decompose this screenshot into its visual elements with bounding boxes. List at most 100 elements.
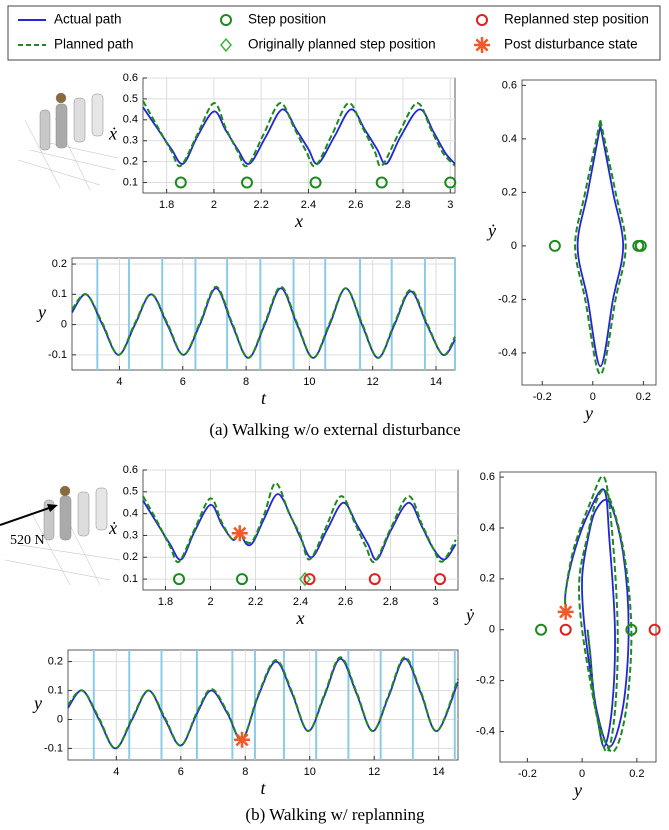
y-tick-label: 0.4: [123, 508, 138, 520]
series-line: [564, 488, 630, 748]
y-tick-label: 0.2: [502, 186, 517, 198]
step-marker: [535, 623, 548, 636]
x-tick-label: 3: [432, 596, 438, 608]
y-tick-label: 0: [61, 319, 67, 331]
y-tick-label: 0.1: [123, 573, 138, 585]
y-tick-label: -0.2: [476, 675, 495, 687]
y-tick-label: 0: [511, 240, 517, 252]
step-marker: [303, 573, 316, 586]
step-marker: [236, 573, 248, 586]
robot-image-b: [4, 485, 121, 586]
y-tick-label: -0.4: [476, 725, 495, 737]
x-axis-label: t: [260, 778, 266, 798]
step-marker: [634, 239, 647, 252]
y-tick-label: 0.4: [123, 114, 138, 126]
x-tick-label: 1.8: [159, 199, 174, 211]
y-tick-label: 0: [489, 624, 495, 636]
x-tick-label: 0.2: [629, 768, 644, 780]
x-tick-label: -0.2: [533, 391, 552, 403]
x-tick-label: 2.8: [395, 199, 410, 211]
legend-label: Planned path: [54, 37, 134, 52]
legend-symbol: [220, 14, 232, 26]
legend-symbol: [220, 37, 232, 53]
series-line: [142, 106, 456, 165]
legend-symbol: [474, 37, 490, 53]
x-tick-label: -0.2: [518, 768, 537, 780]
x-tick-label: 2.6: [348, 199, 363, 211]
y-axis-label: ẋ: [108, 518, 117, 538]
series-line: [142, 100, 456, 168]
y-tick-label: 0.2: [123, 551, 138, 563]
y-tick-label: 0.4: [480, 522, 495, 534]
y-tick-label: 0.2: [480, 573, 495, 585]
y-tick-label: 0.1: [123, 176, 138, 188]
step-marker: [309, 176, 322, 189]
series-line: [142, 482, 457, 564]
y-tick-label: 0.2: [123, 156, 138, 168]
x-tick-label: 4: [116, 376, 122, 388]
y-tick-label: 0.6: [480, 471, 495, 483]
y-tick-label: 0.3: [123, 135, 138, 147]
step-marker: [548, 239, 561, 252]
step-marker: [375, 176, 388, 189]
y-tick-label: 0.2: [52, 258, 67, 270]
step-marker: [625, 623, 638, 636]
y-tick-label: 0: [57, 713, 63, 725]
y-tick-label: -0.2: [498, 293, 517, 305]
y-tick-label: 0.4: [502, 133, 517, 145]
plot-area: [521, 79, 657, 386]
y-axis-label: y: [36, 302, 46, 322]
star-marker: [557, 603, 574, 620]
y-tick-label: 0.5: [123, 486, 138, 498]
legend-label: Originally planned step position: [248, 37, 436, 52]
legend-label: Actual path: [54, 12, 122, 27]
plot-area: [67, 649, 459, 761]
x-tick-label: 12: [368, 766, 380, 778]
step-marker: [444, 176, 457, 189]
x-tick-label: 12: [367, 376, 379, 388]
series-line: [564, 475, 633, 753]
y-tick-label: 0.2: [48, 655, 63, 667]
y-tick-label: -0.1: [48, 349, 67, 361]
step-marker: [173, 573, 185, 586]
y-tick-label: 0.1: [52, 288, 67, 300]
x-tick-label: 2.4: [301, 199, 316, 211]
legend-label: Replanned step position: [504, 12, 649, 27]
x-tick-label: 6: [180, 376, 186, 388]
caption: (a) Walking w/o external disturbance: [209, 420, 460, 439]
plot: 4 6 8 10 12 14 -0.1 0 0.1 0.2 t y: [32, 649, 459, 798]
x-tick-label: 2.8: [383, 596, 398, 608]
x-tick-label: 2.4: [293, 596, 308, 608]
x-axis-label: t: [261, 388, 267, 408]
x-tick-label: 8: [242, 766, 248, 778]
y-tick-label: 0.5: [123, 93, 138, 105]
star-marker: [234, 731, 251, 748]
y-tick-label: 0.6: [502, 79, 517, 91]
star-marker: [231, 525, 248, 542]
series-line: [67, 656, 459, 750]
step-marker: [241, 176, 253, 189]
y-axis-label: ẏ: [464, 605, 475, 625]
force-arrow: [0, 504, 58, 526]
annotation: 520 N: [10, 533, 45, 548]
series-line: [576, 125, 625, 368]
legend-label: Post disturbance state: [504, 37, 638, 52]
x-tick-label: 0: [579, 768, 585, 780]
plot-area: [499, 471, 657, 763]
x-tick-label: 6: [178, 766, 184, 778]
step-marker: [648, 623, 661, 636]
x-tick-label: 14: [430, 376, 442, 388]
robot-image-a: [17, 92, 119, 191]
x-tick-label: 1.8: [158, 596, 173, 608]
x-tick-label: 2.6: [338, 596, 353, 608]
caption: (b) Walking w/ replanning: [245, 805, 425, 824]
x-axis-label: x: [296, 608, 305, 628]
x-tick-label: 10: [303, 376, 315, 388]
y-tick-label: 0.6: [123, 72, 138, 84]
legend-label: Step position: [248, 12, 326, 27]
y-axis-label: y: [32, 693, 42, 713]
series-line: [71, 285, 456, 359]
plot: 1.8 2 2.2 2.4 2.6 2.8 3 0.1 0.2 0.3 0.4 0.5 0.6 x ẋ: [108, 72, 456, 231]
step-marker: [368, 573, 381, 586]
